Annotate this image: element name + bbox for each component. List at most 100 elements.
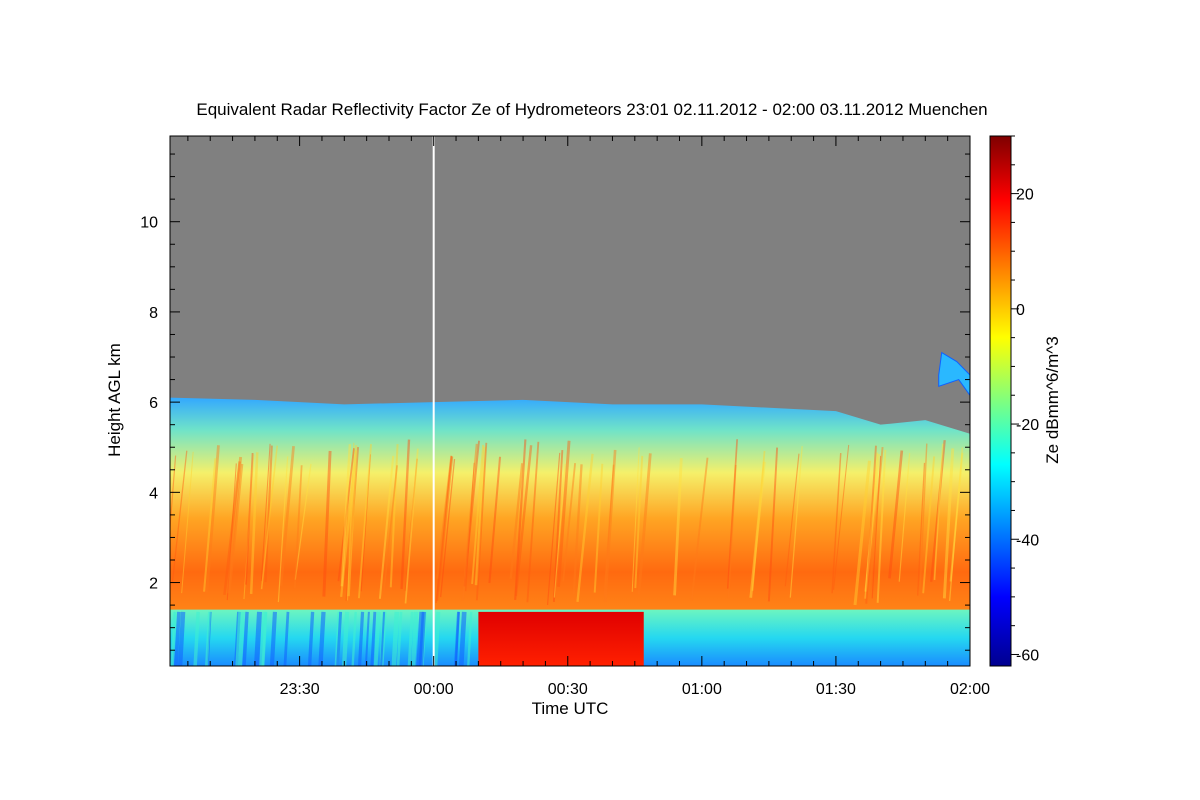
echo-streak — [514, 439, 527, 601]
echo-streak — [831, 453, 842, 594]
y-tick-label: 6 — [149, 395, 158, 412]
echo-streak — [553, 463, 566, 598]
echo-streak — [382, 465, 398, 593]
low-band-streak — [205, 611, 211, 666]
echo-streak — [922, 456, 936, 594]
echo-streak — [475, 442, 488, 601]
echo-streak — [346, 442, 355, 601]
echo-streak — [461, 443, 478, 601]
echo-streak — [526, 441, 540, 603]
echo-streak — [690, 457, 709, 601]
echo-streak — [888, 450, 904, 579]
y-tick-label: 2 — [149, 576, 158, 593]
low-band-streak — [373, 611, 381, 666]
upper-cloud-patch — [938, 351, 970, 397]
echo-streak — [749, 461, 766, 598]
x-tick-label: 01:00 — [682, 681, 722, 698]
echo-streak — [864, 452, 879, 599]
x-tick-label: 23:30 — [280, 681, 320, 698]
echo-streak — [509, 463, 524, 579]
echo-streak — [514, 445, 533, 597]
echo-streak — [322, 450, 332, 597]
echo-streak — [245, 452, 254, 585]
echo-streak — [249, 452, 259, 594]
echo-streak — [930, 440, 946, 582]
echo-streak — [474, 446, 487, 586]
low-band-streak — [380, 611, 386, 666]
echo-streak — [360, 454, 372, 592]
echo-streak — [853, 460, 871, 606]
echo-streak — [226, 463, 237, 601]
echo-streaks — [170, 439, 964, 666]
low-band-streak — [364, 611, 370, 666]
echo-streak — [435, 455, 453, 604]
low-band-streak — [253, 611, 262, 666]
low-band-streak — [407, 611, 414, 666]
echo-streak — [260, 445, 278, 590]
echo-streak — [546, 452, 561, 606]
echo-streak — [203, 458, 217, 592]
x-axis-label: Time UTC — [532, 699, 609, 718]
chart-title: Equivalent Radar Reflectivity Factor Ze … — [196, 100, 987, 119]
low-band-streak — [237, 611, 246, 666]
echo-streak — [228, 463, 244, 595]
low-band-streak — [391, 611, 400, 666]
echo-streak — [949, 452, 964, 582]
echo-streak — [572, 464, 583, 595]
x-tick-label: 00:00 — [414, 681, 454, 698]
low-band-streak — [177, 611, 186, 666]
echo-streak — [488, 456, 502, 584]
echo-streak — [865, 445, 877, 604]
echo-streak — [673, 457, 683, 596]
echo-streak — [726, 439, 738, 589]
echo-streak — [562, 463, 577, 582]
echo-streak — [876, 449, 887, 603]
low-band-streak — [269, 611, 277, 666]
strong-echo-core — [478, 611, 644, 666]
colorbar — [989, 135, 1012, 667]
echo-streak — [471, 444, 485, 585]
echo-streak — [576, 453, 594, 602]
low-band-streak — [283, 611, 290, 666]
echo-streak — [465, 462, 475, 592]
colorbar-tick-label: -20 — [1016, 417, 1039, 434]
echo-streak — [948, 447, 964, 601]
echo-streak — [463, 440, 480, 587]
echo-streak — [279, 446, 295, 587]
low-band-streak — [341, 611, 350, 666]
echo-streak — [557, 440, 571, 587]
low-band-streak — [171, 611, 177, 666]
low-band-streak — [357, 611, 365, 666]
echo-streak — [345, 447, 360, 601]
echo-streak — [226, 456, 243, 594]
echo-streak — [404, 448, 419, 604]
echo-streak — [347, 450, 358, 597]
low-band-streak — [318, 611, 326, 666]
echo-streak — [357, 444, 372, 599]
echo-streak — [340, 445, 358, 597]
echo-streak — [389, 444, 399, 588]
echo-streak — [205, 445, 220, 593]
low-band-streak — [261, 611, 268, 666]
echo-streak — [337, 448, 355, 582]
echo-streak — [631, 447, 640, 592]
y-tick-label: 4 — [149, 485, 158, 502]
x-tick-label: 02:00 — [950, 681, 990, 698]
echo-streak — [243, 454, 255, 600]
echo-streak — [264, 445, 273, 583]
echo-streak — [400, 439, 411, 590]
low-band-streak — [396, 611, 403, 666]
echo-streak — [439, 458, 456, 598]
plot-area — [170, 136, 970, 666]
low-band-streak — [418, 611, 426, 666]
low-band-streak — [307, 611, 315, 666]
y-axis-label: Height AGL km — [105, 343, 124, 457]
colorbar-tick-label: -60 — [1016, 647, 1039, 664]
echo-streak — [751, 450, 766, 591]
colorbar-tick-label: 20 — [1016, 187, 1034, 204]
low-band-streak — [454, 611, 460, 666]
echo-streak — [171, 450, 188, 583]
x-tick-label: 00:30 — [548, 681, 588, 698]
echo-streak — [340, 444, 352, 587]
